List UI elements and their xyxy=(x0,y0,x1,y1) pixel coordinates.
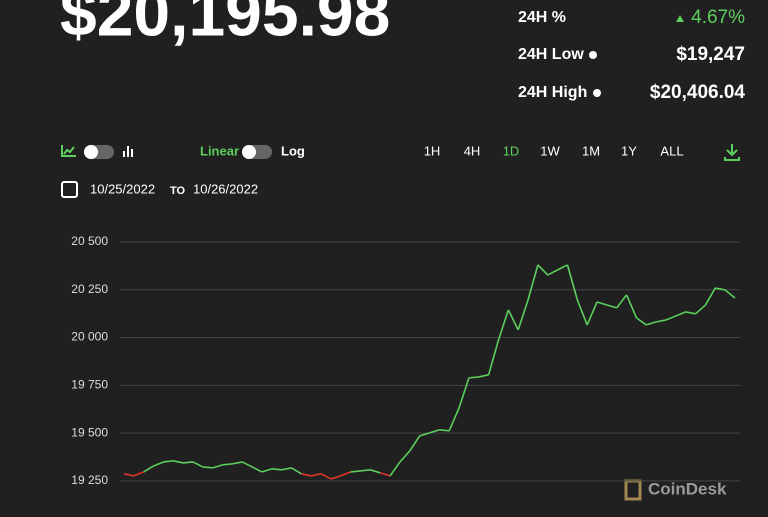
line-segment xyxy=(291,467,302,475)
line-segment xyxy=(123,473,135,477)
line-segment xyxy=(507,309,519,331)
line-segment xyxy=(202,466,213,469)
line-segment xyxy=(439,429,450,432)
line-segment xyxy=(487,339,500,376)
line-segment xyxy=(311,473,322,477)
line-segment xyxy=(153,461,164,467)
range-button[interactable]: 4H xyxy=(464,143,481,158)
line-segment xyxy=(685,311,696,315)
line-segment xyxy=(143,465,154,473)
toggle-knob xyxy=(84,145,98,159)
line-segment xyxy=(606,304,617,309)
stat-label: 24H High xyxy=(518,84,587,101)
line-segment xyxy=(715,287,726,291)
line-segment xyxy=(192,461,204,468)
line-segment xyxy=(537,264,549,276)
line-segment xyxy=(695,304,706,315)
line-segment xyxy=(576,299,588,326)
line-segment xyxy=(656,319,667,323)
y-tick-label: 20 250 xyxy=(71,282,108,296)
line-segment xyxy=(635,317,647,326)
line-segment xyxy=(527,264,539,301)
download-icon[interactable] xyxy=(724,144,740,161)
stat-label: 24H % xyxy=(518,9,566,26)
bar-icon[interactable] xyxy=(123,146,133,157)
line-segment xyxy=(360,469,371,472)
line-segment xyxy=(350,470,361,473)
watermark: CoinDesk xyxy=(648,479,727,498)
line-segment xyxy=(468,376,479,379)
line-segment xyxy=(458,377,470,409)
line-segment xyxy=(370,469,381,474)
line-segment xyxy=(271,468,282,471)
line-segment xyxy=(675,311,687,317)
line-segment xyxy=(665,315,677,321)
toggle-knob xyxy=(242,145,256,159)
stat-value: $19,247 xyxy=(676,44,745,65)
line-segment xyxy=(429,429,440,434)
line-segment xyxy=(497,309,510,341)
line-segment xyxy=(724,289,736,299)
line-segment xyxy=(301,473,312,477)
line-segment xyxy=(241,461,253,468)
line-segment xyxy=(133,471,145,477)
stat-value: $20,406.04 xyxy=(650,82,746,103)
line-segment xyxy=(566,264,579,301)
line-segment xyxy=(163,460,174,463)
line-segment xyxy=(183,461,194,464)
line-segment xyxy=(547,269,558,276)
range-button[interactable]: 1Y xyxy=(621,143,637,158)
line-segment xyxy=(646,321,657,326)
date-from[interactable]: 10/25/2022 xyxy=(90,181,155,196)
info-icon[interactable] xyxy=(589,51,597,59)
line-segment xyxy=(173,460,184,464)
range-button[interactable]: ALL xyxy=(660,143,683,158)
date-sep: TO xyxy=(170,185,186,197)
y-tick-label: 20 000 xyxy=(71,330,108,344)
line-segment xyxy=(557,264,568,271)
line-segment xyxy=(212,464,223,469)
y-tick-label: 19 500 xyxy=(71,425,108,439)
y-tick-label: 20 500 xyxy=(71,234,108,248)
line-segment xyxy=(330,475,342,480)
area-icon[interactable] xyxy=(61,145,76,157)
line-segment xyxy=(596,301,608,306)
linear-label[interactable]: Linear xyxy=(200,143,239,158)
line-segment xyxy=(389,461,401,477)
line-segment xyxy=(320,473,332,480)
range-button[interactable]: 1D xyxy=(503,143,520,158)
line-segment xyxy=(281,467,292,471)
line-segment xyxy=(625,294,638,319)
range-button[interactable]: 1H xyxy=(424,143,441,158)
line-segment xyxy=(419,432,430,437)
calendar-icon[interactable] xyxy=(61,181,78,198)
line-segment xyxy=(517,299,529,331)
date-to[interactable]: 10/26/2022 xyxy=(193,181,258,196)
line-segment xyxy=(704,287,716,306)
line-segment xyxy=(409,435,421,452)
range-button[interactable]: 1W xyxy=(540,143,560,158)
price: $20,195.98 xyxy=(60,0,390,49)
line-segment xyxy=(379,472,391,477)
line-segment xyxy=(340,471,351,477)
stat-label: 24H Low xyxy=(518,46,584,63)
line-segment xyxy=(261,468,273,473)
line-segment xyxy=(222,463,233,466)
line-segment xyxy=(251,466,263,473)
line-segment xyxy=(399,450,411,463)
info-icon[interactable] xyxy=(593,89,601,97)
line-segment xyxy=(478,374,489,378)
up-arrow xyxy=(676,15,684,22)
line-segment xyxy=(616,294,628,309)
range-button[interactable]: 1M xyxy=(582,143,600,158)
line-segment xyxy=(448,407,460,432)
line-segment xyxy=(232,461,243,465)
y-tick-label: 19 250 xyxy=(71,473,108,487)
stat-value: 4.67% xyxy=(691,7,745,28)
log-label[interactable]: Log xyxy=(281,143,305,158)
y-tick-label: 19 750 xyxy=(71,377,108,391)
line-segment xyxy=(586,301,598,326)
